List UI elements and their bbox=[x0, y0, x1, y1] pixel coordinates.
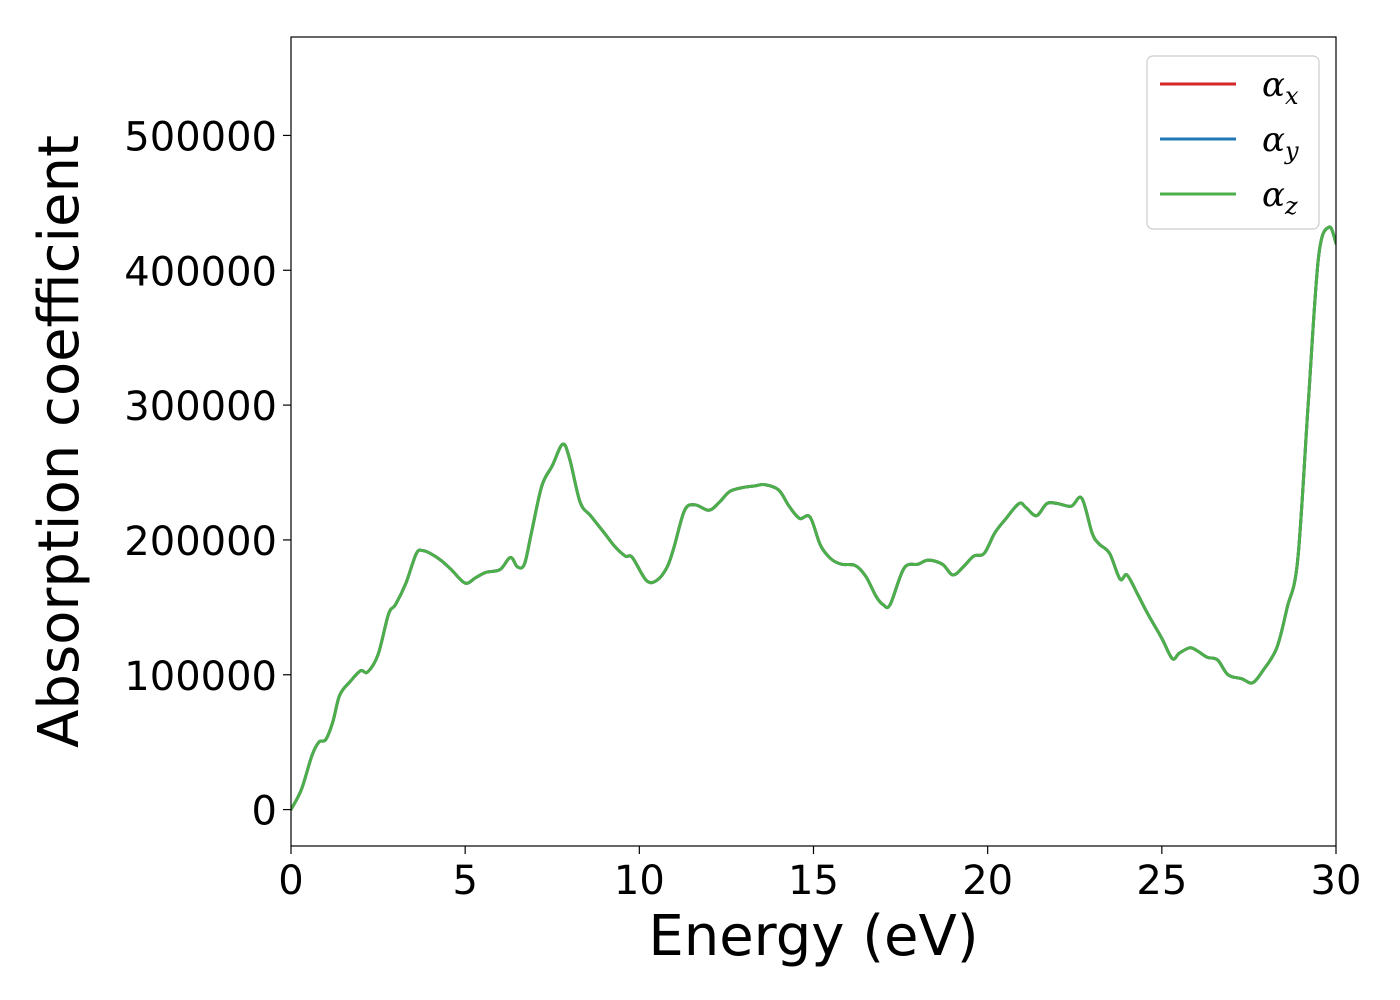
x-tick-label: 10 bbox=[614, 858, 665, 904]
x-axis-label: Energy (eV) bbox=[648, 904, 978, 969]
x-tick-label: 0 bbox=[278, 858, 303, 904]
legend-entry: αy bbox=[1262, 120, 1299, 165]
legend-entry: αz bbox=[1262, 175, 1298, 220]
legend-entry: αx bbox=[1262, 65, 1299, 110]
y-tick-label: 500000 bbox=[124, 114, 277, 160]
series-line-αz bbox=[291, 225, 1336, 812]
x-tick-label: 20 bbox=[962, 858, 1013, 904]
x-tick-label: 5 bbox=[452, 858, 477, 904]
x-tick-label: 15 bbox=[788, 858, 839, 904]
y-tick-label: 400000 bbox=[124, 249, 277, 295]
y-tick-label: 0 bbox=[252, 789, 277, 835]
x-tick-label: 30 bbox=[1311, 858, 1362, 904]
legend-box bbox=[1146, 55, 1320, 230]
y-axis: 0 100000 200000 300000 400000 500000 bbox=[124, 114, 291, 835]
y-tick-label: 200000 bbox=[124, 519, 277, 565]
y-axis-label: Absorption coefficient bbox=[27, 135, 92, 748]
x-tick-label: 25 bbox=[1136, 858, 1187, 904]
y-tick-label: 100000 bbox=[124, 654, 277, 700]
series-lines bbox=[291, 225, 1336, 812]
y-tick-label: 300000 bbox=[124, 384, 277, 430]
legend: αx αy αz bbox=[1146, 55, 1320, 230]
x-axis: 0 5 10 15 20 25 30 bbox=[278, 846, 1361, 904]
